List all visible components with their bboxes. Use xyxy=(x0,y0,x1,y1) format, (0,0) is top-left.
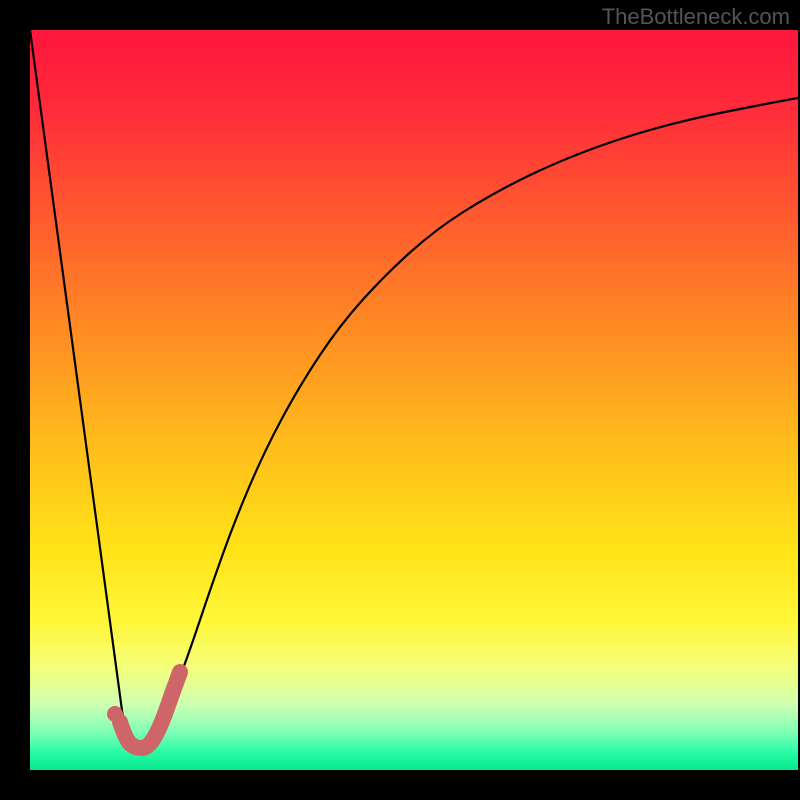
optimum-marker xyxy=(30,30,798,770)
watermark-text: TheBottleneck.com xyxy=(602,4,790,30)
plot-area xyxy=(30,30,798,770)
bottleneck-chart: TheBottleneck.com xyxy=(0,0,800,800)
